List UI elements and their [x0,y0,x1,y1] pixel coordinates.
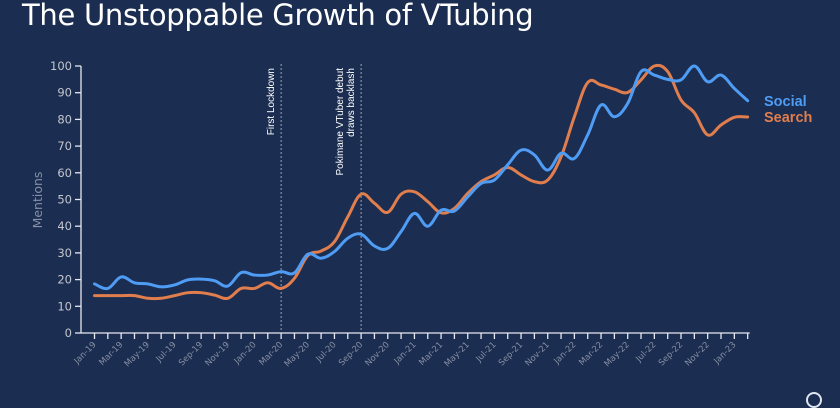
legend-social: Social [764,94,807,110]
x-tick-label: Mar-20 [257,340,285,368]
x-tick-label: Jan-21 [392,340,419,367]
y-tick-label: 0 [65,326,72,340]
y-tick-label: 30 [57,246,72,260]
y-tick-label: 100 [50,59,72,73]
y-axis-title: Mentions [30,172,45,229]
x-tick-label: Nov-21 [523,340,551,368]
series-lines [93,63,750,301]
y-tick-label: 40 [57,219,72,233]
x-tick-label: Jul-20 [314,340,339,365]
brand-logo-icon [806,392,822,408]
y-axis: 0 10 20 30 40 50 60 70 80 90 100 [50,59,82,340]
series-line-social [93,64,750,291]
x-tick-label: Jan-23 [712,340,739,367]
x-tick-label: Sep-20 [337,340,365,368]
x-tick-label: May-22 [603,340,632,369]
x-tick-label: May-19 [123,340,152,369]
y-tick-label: 20 [57,273,72,287]
x-tick-label: May-20 [283,340,312,369]
y-tick-label: 70 [57,139,72,153]
x-tick-label: Mar-21 [417,340,445,368]
chart-title: The Unstoppable Growth of VTubing [22,0,534,32]
y-tick-label: 10 [57,299,72,313]
y-tick-label: 60 [57,166,72,180]
x-tick-label: Sep-19 [177,340,205,368]
series-line-search [93,63,750,301]
annotations: First Lockdown Pokimane VTuber debut draws… [266,64,362,333]
x-tick-label: Jan-19 [72,340,99,367]
x-tick-label: Jan-20 [232,340,259,367]
legend-search: Search [764,110,812,126]
x-tick-label: Jul-19 [154,340,179,365]
x-tick-label: Nov-19 [203,340,231,368]
x-tick-label: Mar-22 [577,340,605,368]
annotation-label: Pokimane VTuber debut [335,68,346,176]
x-tick-label: Sep-22 [657,340,685,368]
y-tick-label: 90 [57,86,72,100]
x-tick-label: May-21 [443,340,472,369]
x-tick-label: Nov-20 [363,340,391,368]
annotation-label: First Lockdown [266,68,277,135]
x-tick-label: Jul-22 [634,340,659,365]
annotation-label: draws backlash [346,68,357,137]
x-tick-label: Jul-21 [474,340,499,365]
y-tick-label: 50 [57,193,72,207]
x-tick-label: Jan-22 [552,340,579,367]
x-tick-label: Sep-21 [497,340,525,368]
x-tick-label: Nov-22 [683,340,711,368]
y-tick-label: 80 [57,112,72,126]
x-tick-label: Mar-19 [97,340,125,368]
